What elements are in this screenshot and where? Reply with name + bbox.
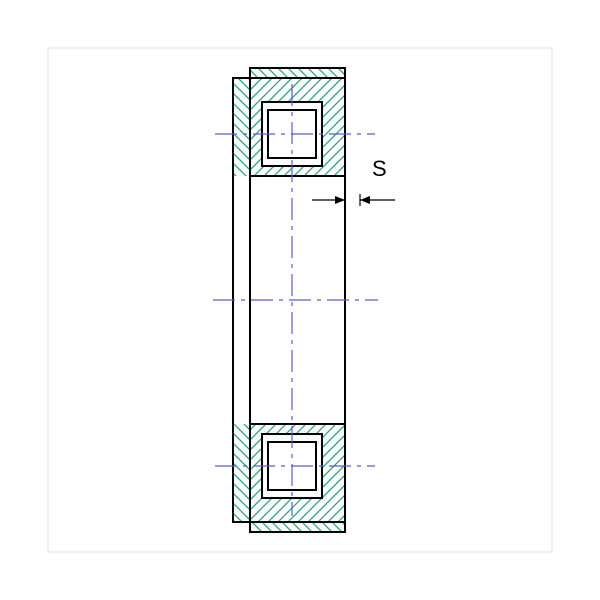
dimension-s-label: S	[372, 156, 387, 181]
bearing-cross-section-diagram: S	[0, 0, 600, 600]
